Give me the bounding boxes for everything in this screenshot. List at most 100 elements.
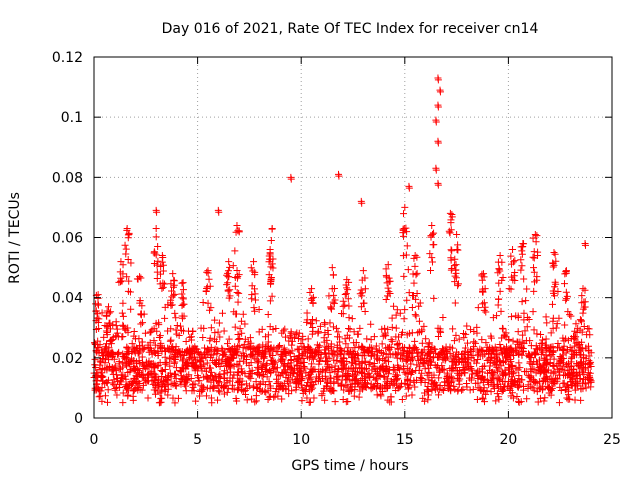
data-point (418, 326, 426, 334)
data-point (508, 389, 516, 397)
data-point (447, 216, 455, 224)
data-point (423, 371, 431, 379)
data-point (494, 258, 502, 266)
data-point (216, 388, 224, 396)
data-point (358, 369, 366, 377)
data-point (172, 370, 180, 378)
data-point (241, 370, 249, 378)
data-point (159, 267, 167, 275)
data-point (223, 369, 231, 377)
data-point (553, 320, 561, 328)
data-point (318, 392, 326, 400)
data-point (239, 310, 247, 318)
data-point (203, 283, 211, 291)
data-point (552, 257, 560, 265)
data-point (496, 358, 504, 366)
data-point (549, 259, 557, 267)
data-point (425, 339, 433, 347)
data-point (341, 335, 349, 343)
data-point (553, 361, 561, 369)
data-point (157, 263, 165, 271)
data-point (537, 350, 545, 358)
data-point (367, 380, 375, 388)
data-point (315, 351, 323, 359)
data-point (492, 397, 500, 405)
data-point (211, 359, 219, 367)
data-point (548, 376, 556, 384)
data-point (514, 328, 522, 336)
data-point (541, 341, 549, 349)
data-point (293, 329, 301, 337)
data-point (430, 371, 438, 379)
data-point (373, 354, 381, 362)
data-point (441, 378, 449, 386)
data-point (450, 358, 458, 366)
data-point (370, 333, 378, 341)
data-point (246, 382, 254, 390)
data-point (168, 346, 176, 354)
data-point (534, 398, 542, 406)
data-point (542, 360, 550, 368)
data-point (436, 325, 444, 333)
data-point (250, 258, 258, 266)
data-point (455, 335, 463, 343)
data-point (533, 379, 541, 387)
data-point (229, 354, 237, 362)
data-point (298, 397, 306, 405)
data-point (549, 287, 557, 295)
data-point (367, 320, 375, 328)
data-point (94, 300, 102, 308)
data-point (287, 357, 295, 365)
data-point (192, 363, 200, 371)
data-point (205, 275, 213, 283)
data-point (507, 313, 515, 321)
data-point (395, 339, 403, 347)
data-point (536, 394, 544, 402)
data-point (323, 336, 331, 344)
data-point (446, 209, 454, 217)
data-point (401, 368, 409, 376)
data-point (151, 341, 159, 349)
data-point (252, 296, 260, 304)
data-point (440, 387, 448, 395)
data-point (573, 360, 581, 368)
data-point (170, 291, 178, 299)
data-point (238, 329, 246, 337)
data-point (412, 271, 420, 279)
data-point (341, 301, 349, 309)
data-point (450, 337, 458, 345)
data-point (92, 372, 100, 380)
data-point (207, 368, 215, 376)
data-point (279, 356, 287, 364)
data-point (454, 241, 462, 249)
data-point (438, 386, 446, 394)
data-point (226, 263, 234, 271)
data-point (231, 282, 239, 290)
data-point (125, 229, 133, 237)
data-point (381, 324, 389, 332)
data-point (529, 234, 537, 242)
data-point (154, 243, 162, 251)
data-point (152, 233, 160, 241)
data-point (137, 311, 145, 319)
data-point (134, 386, 142, 394)
data-point (233, 289, 241, 297)
data-point (450, 262, 458, 270)
data-point (229, 262, 237, 270)
data-point (187, 375, 195, 383)
data-point (126, 288, 134, 296)
data-point (225, 335, 233, 343)
data-point (351, 383, 359, 391)
data-point (199, 299, 207, 307)
data-point (425, 368, 433, 376)
data-point (269, 361, 277, 369)
data-point (178, 301, 186, 309)
data-point (180, 378, 188, 386)
data-point (314, 375, 322, 383)
data-point (530, 264, 538, 272)
data-point (571, 334, 579, 342)
data-point (97, 373, 105, 381)
data-point (265, 271, 273, 279)
data-point (556, 383, 564, 391)
data-point (282, 373, 290, 381)
